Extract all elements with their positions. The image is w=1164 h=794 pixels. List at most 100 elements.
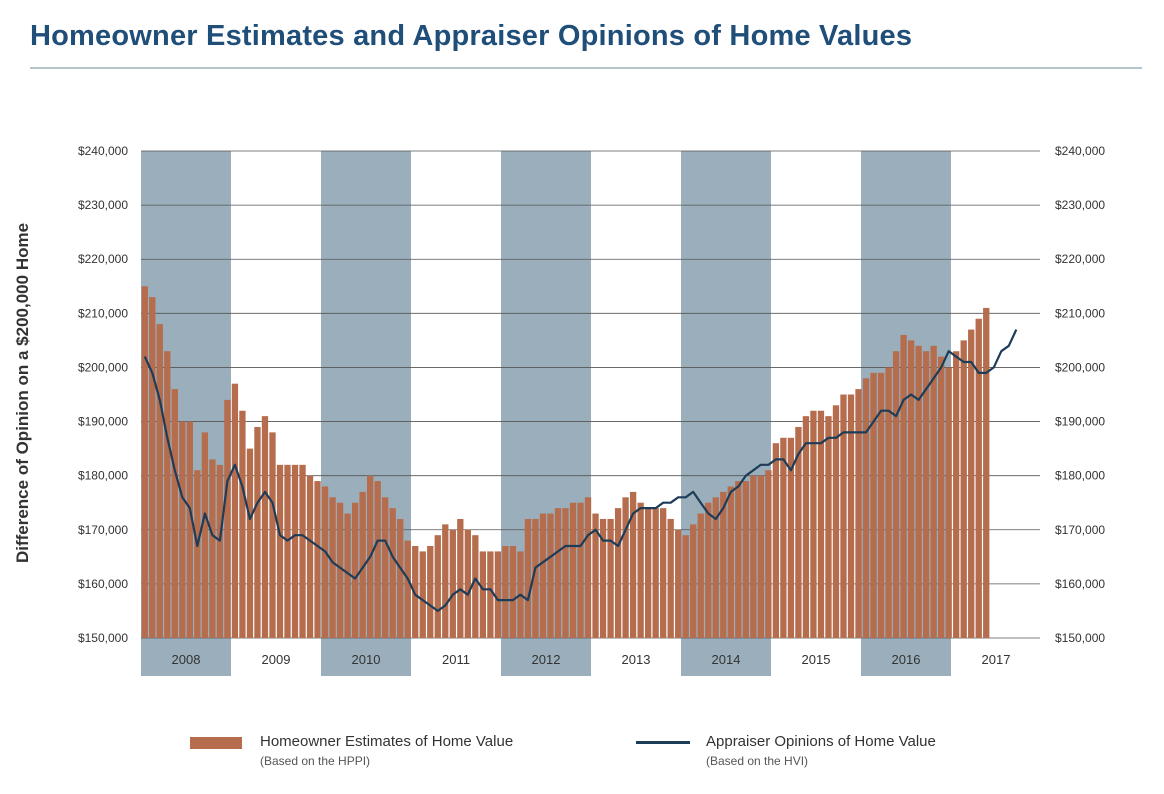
homeowner-bar xyxy=(464,529,471,638)
homeowner-bar xyxy=(344,513,351,638)
legend-bars-sub: (Based on the HPPI) xyxy=(260,754,371,768)
homeowner-bar xyxy=(156,324,163,638)
year-label-2010: 2010 xyxy=(352,652,381,667)
homeowner-bar xyxy=(675,529,682,638)
homeowner-bar xyxy=(682,535,689,638)
homeowner-bar xyxy=(607,518,614,638)
homeowner-bar xyxy=(374,481,381,638)
homeowner-bar xyxy=(750,475,757,638)
homeowner-bar xyxy=(562,508,569,638)
homeowner-bar xyxy=(231,383,239,638)
homeowner-bar xyxy=(284,464,291,638)
y-tick-label: $190,000 xyxy=(78,415,128,429)
homeowner-bar xyxy=(817,410,825,638)
homeowner-bar xyxy=(524,518,532,638)
homeowner-bar xyxy=(412,546,419,638)
year-band-2008 xyxy=(141,151,231,676)
homeowner-bar xyxy=(201,432,209,638)
homeowner-bar xyxy=(382,497,389,638)
homeowner-bar xyxy=(915,345,922,638)
y-tick-label: $240,000 xyxy=(1055,144,1105,158)
homeowner-bar xyxy=(224,399,231,638)
homeowner-bar xyxy=(254,426,261,638)
homeowner-bar xyxy=(712,497,719,638)
homeowner-bar xyxy=(306,475,314,638)
homeowner-bar xyxy=(742,481,749,638)
homeowner-bar xyxy=(299,464,306,638)
y-tick-label: $190,000 xyxy=(1055,415,1105,429)
homeowner-bar xyxy=(261,416,269,638)
legend-bar-swatch xyxy=(190,737,242,749)
y-tick-label: $240,000 xyxy=(78,144,128,158)
homeowner-bar xyxy=(930,345,937,638)
homeowner-bar xyxy=(847,394,855,638)
y-tick-label: $220,000 xyxy=(78,252,128,266)
homeowner-bar xyxy=(554,508,562,638)
homeowner-bar xyxy=(922,351,930,638)
y-tick-label: $150,000 xyxy=(78,631,128,645)
homeowner-bar xyxy=(810,410,817,638)
homeowner-bar xyxy=(336,502,344,638)
homeowner-bar xyxy=(179,421,186,638)
legend-line-swatch xyxy=(636,741,690,744)
homeowner-bar xyxy=(690,524,697,638)
homeowner-bar xyxy=(532,518,539,638)
homeowner-bar xyxy=(622,497,629,638)
y-tick-label: $180,000 xyxy=(78,469,128,483)
title-divider xyxy=(30,67,1142,69)
homeowner-bar xyxy=(855,389,862,638)
homeowner-bar xyxy=(892,351,900,638)
y-axis-left-labels: $150,000 $160,000 $170,000 $180,000 $190,000… xyxy=(78,144,128,645)
homeowner-bar xyxy=(953,351,960,638)
homeowner-bar xyxy=(832,405,840,638)
homeowner-bar xyxy=(539,513,547,638)
homeowner-bar xyxy=(449,529,456,638)
homeowner-bar xyxy=(141,286,148,638)
homeowner-bar xyxy=(870,372,877,638)
homeowner-bar xyxy=(660,508,667,638)
homeowner-bar xyxy=(389,508,396,638)
homeowner-bar xyxy=(787,437,795,638)
appraiser-line-group xyxy=(143,329,1018,613)
y-tick-label: $160,000 xyxy=(78,577,128,591)
y-tick-label: $170,000 xyxy=(78,523,128,537)
homeowner-bar xyxy=(960,340,967,638)
homeowner-bar xyxy=(502,546,509,638)
homeowner-bar xyxy=(321,486,329,638)
homeowner-bar xyxy=(735,481,742,638)
homeowner-bar xyxy=(457,518,464,638)
y-tick-label: $200,000 xyxy=(78,360,128,374)
y-tick-label: $230,000 xyxy=(1055,198,1105,212)
homeowner-bar xyxy=(772,443,780,638)
homeowner-bar xyxy=(479,551,487,638)
legend-line-sub: (Based on the HVI) xyxy=(706,754,809,768)
homeowner-bar xyxy=(757,475,765,638)
homeowner-bar xyxy=(697,513,704,638)
homeowner-bar xyxy=(186,421,193,638)
y-axis-title: Difference of Opinion on a $200,000 Home xyxy=(13,223,32,563)
homeowner-bar xyxy=(577,502,584,638)
homeowner-bar xyxy=(907,340,915,638)
y-tick-label: $210,000 xyxy=(78,306,128,320)
homeowner-bar xyxy=(765,470,772,638)
homeowner-bar xyxy=(968,329,975,638)
homeowner-bar xyxy=(614,508,622,638)
year-label-2015: 2015 xyxy=(802,652,831,667)
homeowner-bar xyxy=(442,524,449,638)
year-label-2012: 2012 xyxy=(532,652,561,667)
year-band-2010 xyxy=(321,151,411,676)
year-label-2009: 2009 xyxy=(262,652,291,667)
homeowner-bar xyxy=(795,426,802,638)
homeowner-bar xyxy=(216,464,224,638)
legend-line-label: Appraiser Opinions of Home Value xyxy=(706,733,936,750)
homeowner-bar xyxy=(547,513,554,638)
y-tick-label: $200,000 xyxy=(1055,360,1105,374)
homeowner-bar xyxy=(434,535,441,638)
homeowner-bar xyxy=(194,470,201,638)
homeowner-bar xyxy=(276,464,284,638)
page-title: Homeowner Estimates and Appraiser Opinio… xyxy=(30,20,913,52)
y-tick-label: $210,000 xyxy=(1055,306,1105,320)
homeowner-bar xyxy=(351,502,359,638)
x-axis-year-labels: 2008 2009 2010 2011 2012 2013 2014 2015 2016 2017 xyxy=(172,652,1011,667)
